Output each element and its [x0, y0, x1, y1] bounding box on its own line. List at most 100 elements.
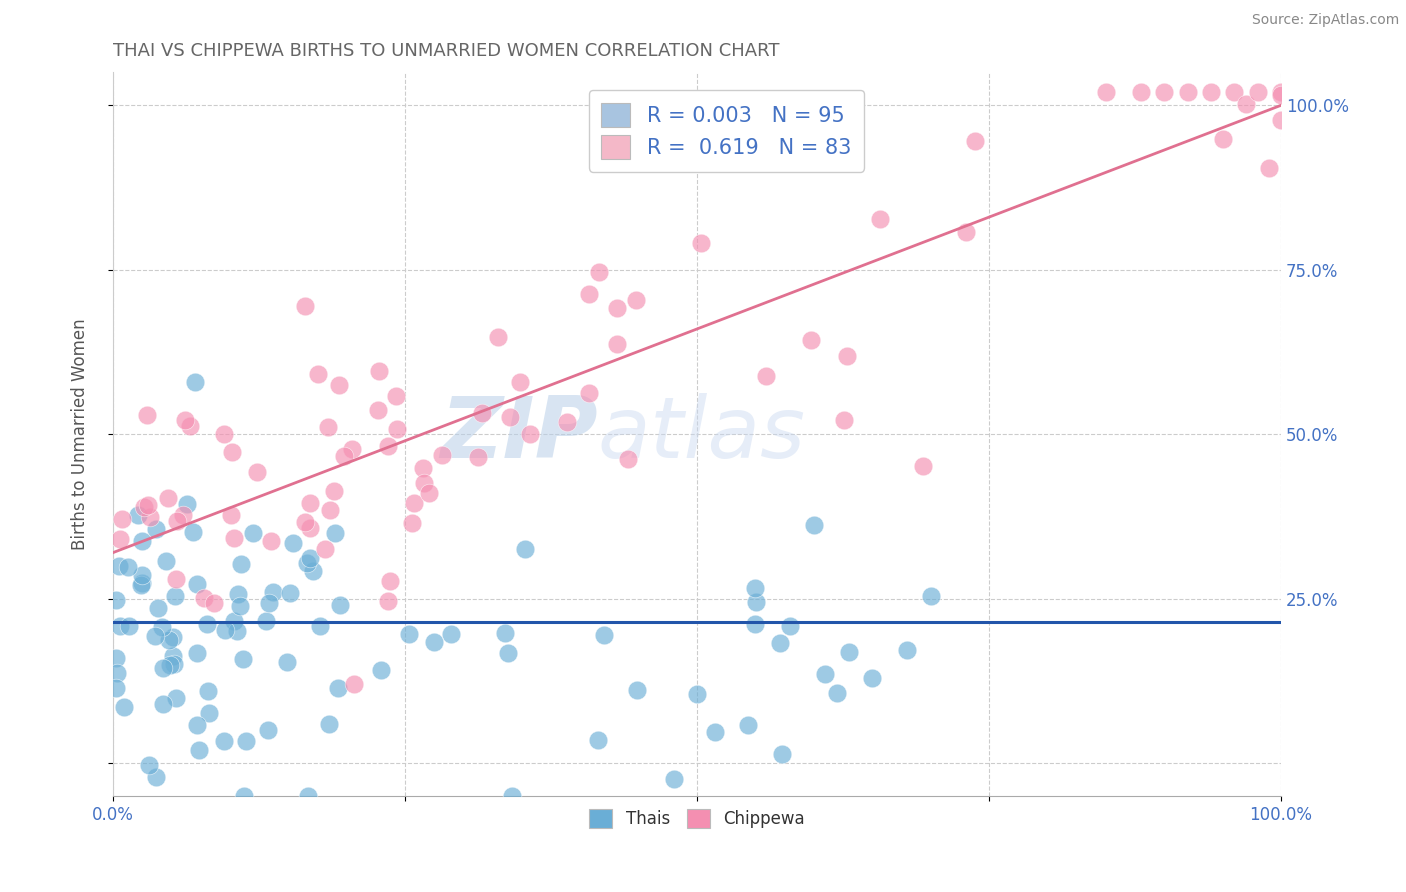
Y-axis label: Births to Unmarried Women: Births to Unmarried Women	[72, 318, 89, 550]
Point	[1199, 85, 1222, 99]
Point	[329, 598, 352, 612]
Point	[136, 408, 159, 422]
Point	[624, 293, 647, 308]
Point	[226, 587, 249, 601]
Point	[256, 723, 278, 737]
Point	[221, 445, 243, 459]
Point	[105, 593, 128, 607]
Point	[222, 614, 245, 628]
Point	[467, 450, 489, 464]
Point	[127, 508, 149, 522]
Point	[139, 510, 162, 524]
Point	[606, 337, 628, 351]
Point	[955, 225, 977, 239]
Point	[176, 497, 198, 511]
Point	[283, 536, 305, 550]
Point	[494, 625, 516, 640]
Legend: Thais, Chippewa: Thais, Chippewa	[582, 802, 811, 835]
Point	[235, 734, 257, 748]
Point	[593, 628, 616, 642]
Point	[148, 601, 170, 615]
Point	[242, 526, 264, 541]
Point	[839, 98, 862, 112]
Point	[1177, 85, 1199, 99]
Point	[299, 521, 322, 535]
Point	[318, 716, 340, 731]
Point	[257, 596, 280, 610]
Point	[152, 661, 174, 675]
Point	[163, 589, 186, 603]
Point	[193, 591, 215, 605]
Point	[664, 772, 686, 786]
Point	[896, 642, 918, 657]
Point	[145, 630, 167, 644]
Point	[814, 667, 837, 681]
Point	[1234, 97, 1257, 112]
Point	[166, 514, 188, 528]
Point	[769, 635, 792, 649]
Point	[145, 522, 167, 536]
Point	[377, 439, 399, 453]
Point	[323, 483, 346, 498]
Point	[963, 134, 986, 148]
Point	[131, 568, 153, 582]
Point	[413, 476, 436, 491]
Point	[118, 619, 141, 633]
Point	[920, 590, 942, 604]
Point	[231, 557, 253, 571]
Point	[186, 646, 208, 660]
Point	[229, 599, 252, 613]
Point	[1223, 85, 1246, 99]
Point	[157, 491, 180, 505]
Point	[111, 511, 134, 525]
Point	[131, 533, 153, 548]
Point	[186, 576, 208, 591]
Point	[307, 367, 329, 381]
Point	[152, 697, 174, 711]
Point	[343, 677, 366, 691]
Point	[471, 406, 494, 420]
Point	[404, 496, 426, 510]
Point	[1129, 85, 1152, 99]
Point	[226, 624, 249, 638]
Point	[165, 572, 187, 586]
Point	[770, 747, 793, 761]
Point	[501, 789, 523, 803]
Point	[1258, 161, 1281, 176]
Point	[136, 498, 159, 512]
Point	[198, 706, 221, 721]
Point	[299, 550, 322, 565]
Point	[737, 717, 759, 731]
Point	[578, 386, 600, 401]
Point	[744, 581, 766, 595]
Point	[246, 465, 269, 479]
Point	[869, 211, 891, 226]
Point	[1270, 85, 1292, 99]
Point	[617, 451, 640, 466]
Point	[832, 413, 855, 427]
Point	[159, 657, 181, 672]
Point	[332, 449, 354, 463]
Point	[588, 732, 610, 747]
Point	[129, 578, 152, 592]
Point	[498, 646, 520, 660]
Point	[418, 486, 440, 500]
Point	[157, 632, 180, 647]
Point	[690, 235, 713, 250]
Point	[155, 554, 177, 568]
Point	[779, 618, 801, 632]
Point	[316, 420, 339, 434]
Point	[430, 448, 453, 462]
Point	[744, 616, 766, 631]
Point	[486, 330, 509, 344]
Point	[626, 683, 648, 698]
Point	[555, 415, 578, 429]
Point	[117, 559, 139, 574]
Point	[186, 718, 208, 732]
Point	[260, 533, 283, 548]
Point	[165, 690, 187, 705]
Point	[276, 656, 298, 670]
Point	[108, 558, 131, 573]
Point	[499, 410, 522, 425]
Point	[179, 419, 201, 434]
